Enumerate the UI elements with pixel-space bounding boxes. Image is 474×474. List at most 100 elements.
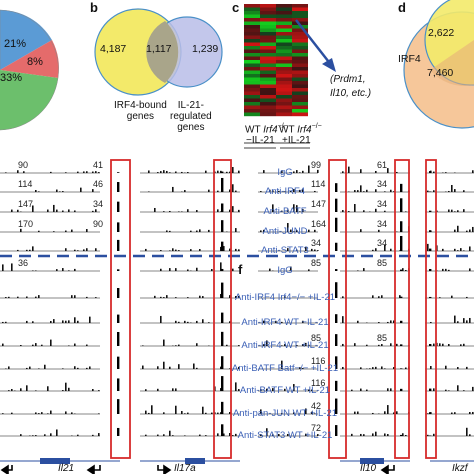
track-signal xyxy=(402,433,404,436)
track-signal xyxy=(472,170,474,173)
track-signal xyxy=(381,344,383,346)
track-signal xyxy=(166,170,168,173)
heatmap-cell xyxy=(292,4,308,8)
track-signal xyxy=(454,412,456,414)
tick-left-top: 147 xyxy=(18,199,34,209)
track-signal xyxy=(375,366,377,369)
track-signal xyxy=(92,389,94,391)
track-peak xyxy=(117,239,120,251)
track-signal xyxy=(220,366,222,369)
track-signal xyxy=(160,250,162,251)
track-signal xyxy=(445,365,447,369)
track-signal xyxy=(232,268,234,271)
heatmap-cell xyxy=(244,84,260,89)
track-signal xyxy=(451,412,453,414)
track-peak xyxy=(400,368,403,369)
heatmap-cell xyxy=(260,105,276,110)
track-signal xyxy=(169,210,171,212)
track-signal xyxy=(196,367,198,369)
heatmap-cell xyxy=(292,70,308,75)
track-signal xyxy=(220,246,222,251)
track-signal xyxy=(433,190,435,192)
track-signal xyxy=(469,229,471,232)
track-signal xyxy=(92,434,94,436)
tick-mid-top: 90 xyxy=(93,219,104,229)
track-signal xyxy=(393,412,395,414)
track-signal xyxy=(287,209,289,212)
track-signal xyxy=(290,190,292,192)
track-signal xyxy=(166,295,168,298)
track-signal xyxy=(238,295,240,298)
track-signal xyxy=(293,171,295,173)
track-signal xyxy=(205,170,207,173)
track-signal xyxy=(175,268,177,271)
track-signal xyxy=(187,172,189,173)
track-signal xyxy=(32,246,34,251)
heatmap-cell xyxy=(276,70,292,75)
track-signal xyxy=(284,191,286,192)
track-signal xyxy=(178,211,180,212)
track-signal xyxy=(148,191,150,192)
track-signal xyxy=(384,244,386,251)
track-peak xyxy=(117,332,120,346)
track-signal xyxy=(56,269,58,271)
track-signal xyxy=(2,321,4,323)
track-signal xyxy=(299,172,301,173)
track-peak xyxy=(400,434,403,436)
track-peak xyxy=(117,201,120,212)
track-signal xyxy=(342,366,344,369)
track-signal xyxy=(363,268,365,271)
track-signal xyxy=(360,433,362,436)
track-peak xyxy=(400,388,403,391)
track-signal xyxy=(463,190,465,192)
track-label-top: Anti-JUND xyxy=(262,226,308,237)
heatmap-cell xyxy=(292,88,308,92)
tick-right-b-top: 34 xyxy=(377,179,388,189)
track-peak xyxy=(221,177,224,192)
track-signal xyxy=(396,343,398,346)
venn-b-overlap-count: 1,117 xyxy=(146,43,172,55)
track-signal xyxy=(229,295,231,298)
track-signal xyxy=(178,321,180,323)
heatmap-cell xyxy=(260,28,276,33)
track-signal xyxy=(98,172,100,173)
track-signal xyxy=(65,382,67,391)
heatmap-cell xyxy=(260,11,276,15)
track-signal xyxy=(457,225,459,232)
track-signal xyxy=(65,320,67,323)
heatmap-cell xyxy=(244,88,260,92)
track-signal xyxy=(50,433,52,436)
track-signal xyxy=(342,210,344,212)
track-peak xyxy=(429,296,432,298)
track-label-bottom: Anti-pan-JUN WT +IL-21 xyxy=(232,408,338,419)
track-signal xyxy=(74,268,76,271)
heatmap-cell xyxy=(292,98,308,103)
track-signal xyxy=(299,211,301,212)
track-signal xyxy=(74,366,76,369)
track-signal xyxy=(378,344,380,346)
track-signal xyxy=(232,435,234,436)
track-signal xyxy=(284,388,286,391)
tick-mid-top: 46 xyxy=(93,179,104,189)
track-signal xyxy=(351,389,353,391)
track-signal xyxy=(290,229,292,232)
heatmap-cell xyxy=(292,49,308,54)
track-signal xyxy=(299,367,301,369)
venn-d-count-top: 2,622 xyxy=(428,27,455,39)
track-signal xyxy=(296,345,298,346)
heatmap-cell xyxy=(276,84,292,89)
heatmap-cell xyxy=(260,53,276,57)
track-signal xyxy=(302,209,304,212)
tick-right-b-bottom: 85 xyxy=(377,258,388,268)
track-signal xyxy=(32,435,34,436)
heatmap-cell xyxy=(260,95,276,99)
track-signal xyxy=(287,322,289,323)
track-signal xyxy=(169,268,171,271)
track-signal xyxy=(445,389,447,391)
track-signal xyxy=(89,316,91,323)
track-signal xyxy=(439,343,441,346)
track-signal xyxy=(50,320,52,323)
track-signal xyxy=(163,170,165,173)
track-peak xyxy=(221,376,224,391)
track-signal xyxy=(399,295,401,298)
